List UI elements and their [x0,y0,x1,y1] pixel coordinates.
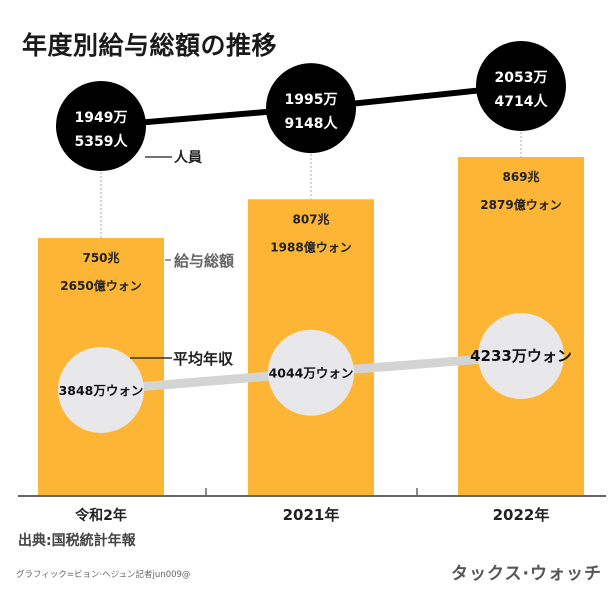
bar-label-trillion: 750兆 [82,250,119,265]
bar-label-billion: 2879億ウォン [480,197,561,212]
bar-label-billion: 2650億ウォン [60,278,141,293]
people-layer: 1949万 5359人 1995万 9148人 2053万 4714人 [56,41,566,171]
chart-title: 年度別給与総額の推移 [22,31,278,60]
average-income-label: 4044万ウォン [269,366,354,381]
brand-logo: タックス·ウォッチ [451,564,602,584]
bar-label-billion: 1988億ウォン [270,239,351,254]
people-label-man: 1949万 [75,110,128,126]
people-label-count: 9148人 [285,115,339,132]
bar-label-trillion: 869兆 [502,169,539,184]
average-income-point [268,329,354,416]
people-point [56,81,146,171]
people-point [476,41,566,131]
x-tick-label: 2021年 [283,506,340,524]
people-label-count: 4714人 [495,93,549,110]
average-income-label: 3848万ウォン [59,383,144,398]
source-note: 出典:国税統計年報 [18,533,136,549]
people-label-count: 5359人 [75,133,129,150]
average-income-point [478,313,564,399]
people-label-man: 1995万 [285,92,338,108]
legend-average-label: 平均年収 [173,350,234,368]
x-tick-label: 令和2年 [74,507,127,524]
people-point [266,63,356,154]
average-income-layer: 3848万ウォン 4044万ウォン 4233万ウォン [58,313,572,433]
bar-label-trillion: 807兆 [292,211,329,226]
x-axis: 令和2年 2021年 2022年 [18,488,606,524]
legend-people-label: 人員 [174,149,202,166]
average-income-label: 4233万ウォン [470,347,572,365]
legend-total-label: 給与総額 [174,252,234,270]
average-income-point [58,347,144,433]
graphic-credit: グラフィック=ビョン·ヘジュン記者jun009@ [16,570,191,580]
bars-layer: 750兆 2650億ウォン 807兆 1988億ウォン 869兆 2879億ウォン [38,132,584,496]
people-label-man: 2053万 [495,70,548,86]
x-tick-label: 2022年 [493,506,550,524]
